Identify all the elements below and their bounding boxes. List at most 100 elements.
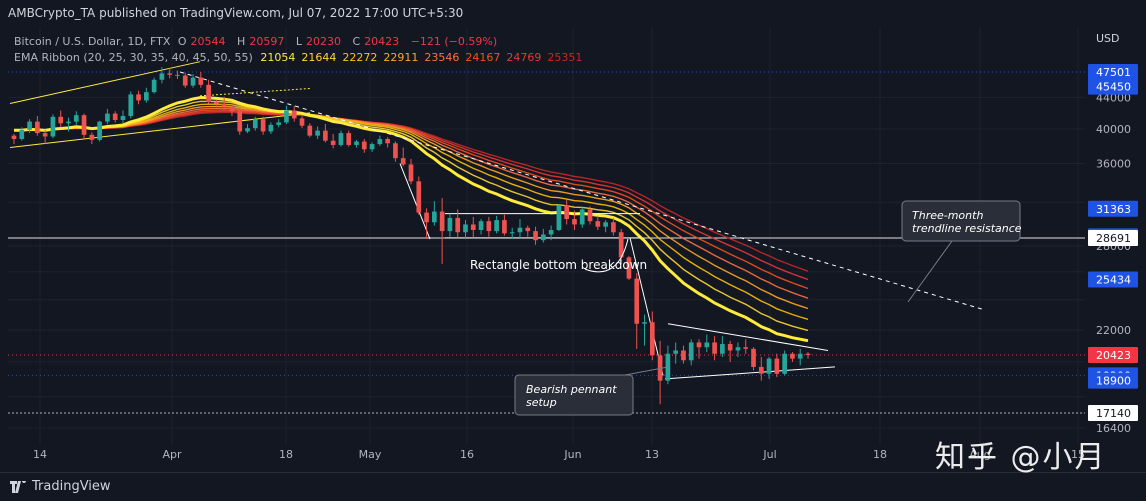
candle-body <box>260 119 266 132</box>
candle-body <box>649 322 655 356</box>
ema-value: 21054 <box>260 51 296 64</box>
x-tick-label: 18 <box>279 448 293 461</box>
price-tag-label: 47501 <box>1096 66 1131 79</box>
tradingview-logo-icon <box>10 480 26 493</box>
candle-body <box>128 94 134 116</box>
candle-body <box>284 110 289 123</box>
ema-row: EMA Ribbon (20, 25, 30, 35, 40, 45, 50, … <box>14 50 592 66</box>
price-tag-47501: 47501 <box>1088 64 1138 80</box>
candle-body <box>743 347 749 349</box>
candle-body <box>299 118 305 126</box>
price-tag-bg <box>1088 200 1138 217</box>
pennant-top <box>667 323 829 351</box>
publish-text: AMBCrypto_TA published on TradingView.co… <box>8 6 464 20</box>
candle-body <box>525 227 531 232</box>
price-tag-28691: 28691 <box>1088 230 1138 247</box>
candle-body <box>439 211 445 232</box>
chart-area[interactable]: Rectangle bottom breakdown Three-monthtre… <box>0 28 1146 472</box>
candle-body <box>751 348 756 367</box>
ema-value: 22272 <box>342 51 378 64</box>
callout-resistance-pointer <box>907 240 953 303</box>
symbol-label[interactable]: Bitcoin / U.S. Dollar, 1D, FTX <box>14 35 171 48</box>
callout-pennant-pointer <box>605 366 669 376</box>
candle-body <box>533 231 538 241</box>
drawings <box>9 61 986 380</box>
x-tick-label: Apr <box>162 448 182 461</box>
candle-body <box>369 144 375 150</box>
candle-body <box>758 366 764 374</box>
candle-body <box>470 224 476 230</box>
price-tag-label: 18900 <box>1096 375 1131 388</box>
candle-body <box>159 73 165 80</box>
candle-body <box>143 92 149 101</box>
dotted-trendline <box>199 87 311 97</box>
candle-body <box>393 143 398 159</box>
tradingview-label: TradingView <box>32 479 111 494</box>
price-tag-bg <box>1088 271 1138 288</box>
candle-body <box>42 133 48 137</box>
price-tag-label: 25434 <box>1096 273 1131 286</box>
price-tag-31363: 31363 <box>1088 200 1138 217</box>
watermark: 知乎 @小月 <box>935 440 1107 475</box>
candle-body <box>221 103 227 107</box>
candle-body <box>587 209 593 222</box>
tradingview-brand[interactable]: TradingView <box>10 479 111 494</box>
candle-body <box>424 212 429 223</box>
candle-body <box>190 77 196 86</box>
x-tick-label: 13 <box>645 448 659 461</box>
candle-body <box>579 209 585 225</box>
ohlc-high: H 20597 <box>237 35 285 48</box>
publish-bar: AMBCrypto_TA published on TradingView.co… <box>0 0 1146 28</box>
price-tag-20423: 20423 <box>1088 347 1138 363</box>
ema-line-25 <box>14 100 809 332</box>
ema-value: 22911 <box>383 51 419 64</box>
ohlc-low: L 20230 <box>295 35 341 48</box>
price-tag-bg <box>1088 405 1138 421</box>
candle-body <box>681 350 686 361</box>
x-tick-label: 16 <box>460 448 474 461</box>
candle-body <box>626 257 632 279</box>
candle-body <box>502 220 507 234</box>
candle-body <box>11 135 17 139</box>
candle-body <box>611 222 616 233</box>
candle-body <box>214 101 219 104</box>
candle-body <box>688 342 694 361</box>
candle-body <box>175 74 180 76</box>
candle-body <box>727 344 733 351</box>
candle-body <box>595 221 601 227</box>
ema-value: 24769 <box>506 51 542 64</box>
candle-body <box>548 229 554 235</box>
candle-body <box>540 234 546 241</box>
y-tick-label: 16400 <box>1096 422 1131 435</box>
ema-line-20 <box>14 95 809 343</box>
candle-body <box>27 121 32 130</box>
candle-body <box>720 344 725 354</box>
currency-label: USD <box>1096 32 1120 45</box>
ema-label[interactable]: EMA Ribbon (20, 25, 30, 35, 40, 45, 50, … <box>14 51 253 64</box>
candle-body <box>774 358 780 374</box>
callout-resistance-text: trendline resistance <box>912 222 1022 235</box>
candle-body <box>618 232 624 258</box>
candle-body <box>766 358 772 374</box>
candle-body <box>361 141 367 150</box>
x-tick-label: 14 <box>33 448 47 461</box>
candle-body <box>797 353 803 359</box>
price-tag-45450: 45450 <box>1088 78 1138 95</box>
annotations: Rectangle bottom breakdown Three-monthtre… <box>470 200 1022 416</box>
callout-pennant-box <box>514 374 634 416</box>
candle-body <box>385 138 390 144</box>
drop-arrow-1 <box>399 163 431 240</box>
candle-body <box>89 134 95 140</box>
price-axis: USD1640022000280003600040000440004750145… <box>1088 28 1146 444</box>
candle-body <box>494 220 499 232</box>
candle-body <box>182 75 188 86</box>
candle-body <box>105 113 110 122</box>
price-tag-18900: 18900 <box>1088 372 1138 389</box>
candle-body <box>252 119 258 129</box>
candle-body <box>323 130 328 141</box>
candle-body <box>642 322 647 324</box>
price-tag-bg <box>1088 78 1138 95</box>
drop-arrow-2 <box>629 237 664 376</box>
candle-body <box>97 121 102 140</box>
